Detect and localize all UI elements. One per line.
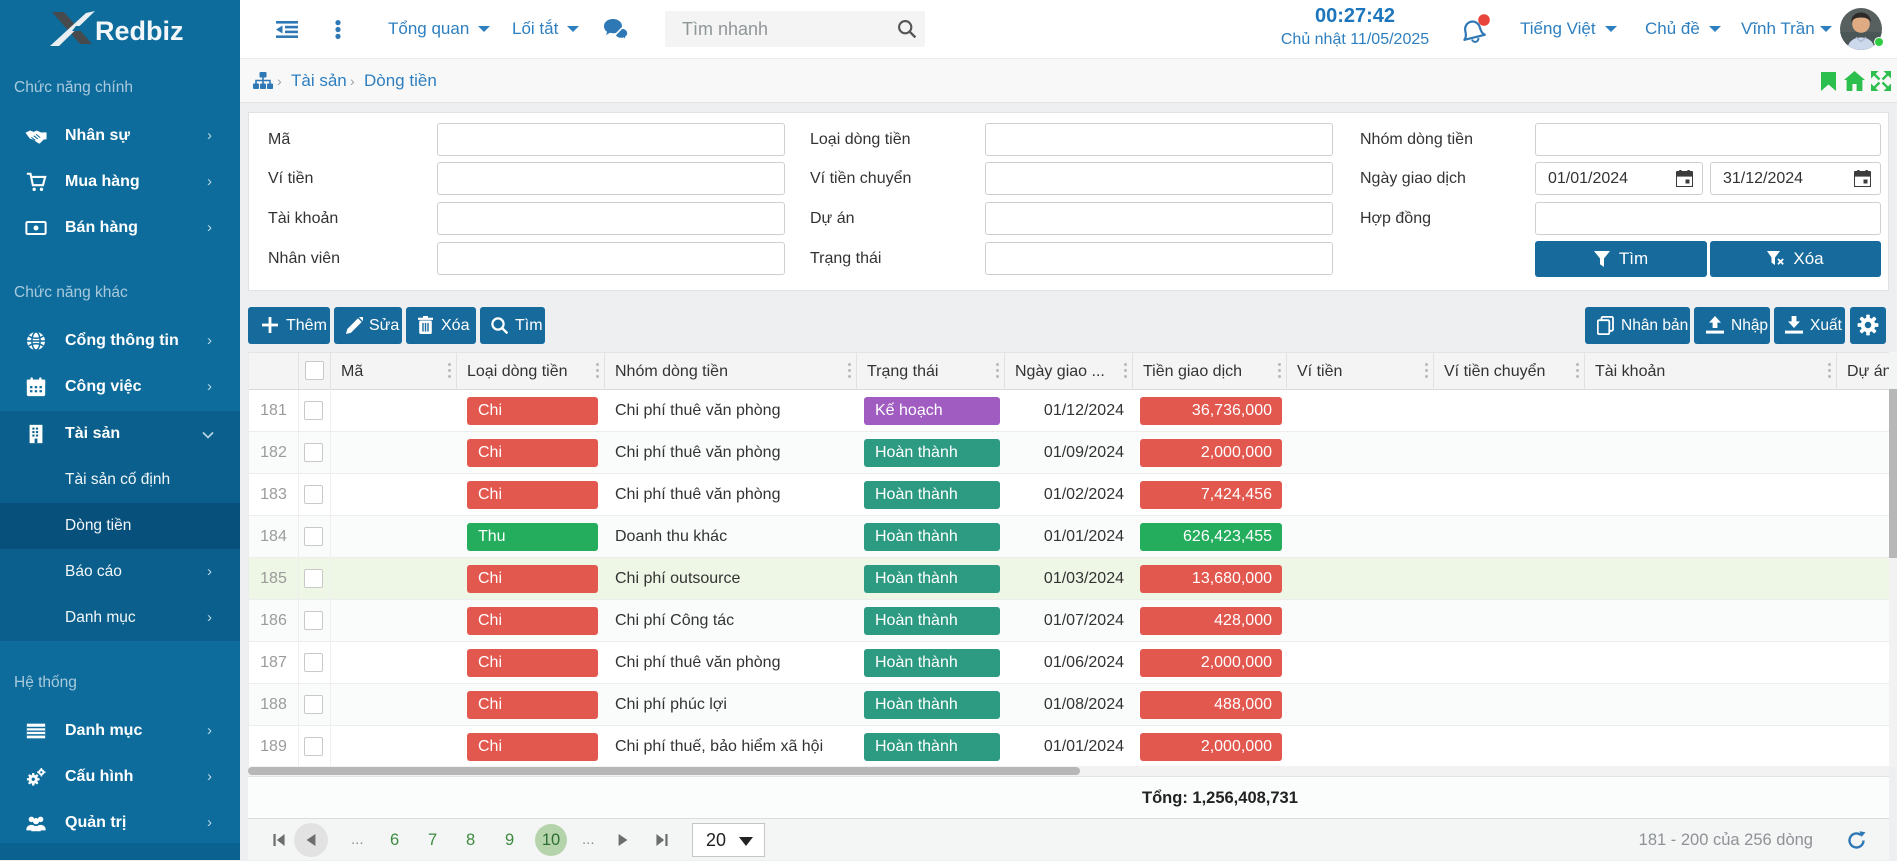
svg-text:Redbiz: Redbiz bbox=[95, 16, 184, 46]
